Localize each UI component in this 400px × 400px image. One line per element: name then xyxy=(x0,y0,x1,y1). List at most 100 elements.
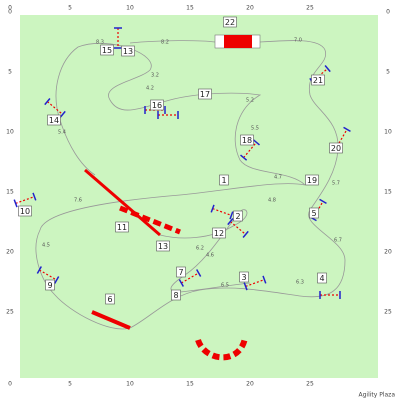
jump xyxy=(44,98,66,118)
y-tick-label: 0 xyxy=(386,9,390,16)
obstacle-number: 4 xyxy=(319,274,324,283)
distance-label: 4.8 xyxy=(268,198,276,204)
obstacle-number: 1 xyxy=(221,176,226,185)
obstacle-number: 2 xyxy=(235,212,240,221)
distance-label: 3.2 xyxy=(151,73,159,79)
y-tick-label: 20 xyxy=(6,249,14,256)
jump xyxy=(13,192,37,208)
x-tick-label: 10 xyxy=(126,5,134,12)
distance-label: 4.5 xyxy=(42,243,50,249)
jump-part xyxy=(324,65,331,73)
obstacle-box xyxy=(18,205,32,217)
jump xyxy=(319,291,341,299)
distance-label: 4.6 xyxy=(206,253,214,259)
obstacle-number: 15 xyxy=(102,46,112,55)
contact xyxy=(91,310,131,330)
obstacle-box xyxy=(150,99,164,111)
obstacle-box xyxy=(176,266,186,278)
distance-label: 6.5 xyxy=(221,283,229,289)
distance-label: 4.2 xyxy=(146,86,154,92)
jump-part xyxy=(262,275,267,284)
jump-part xyxy=(178,279,184,287)
distance-label: 6.3 xyxy=(296,280,304,286)
obstacle-box xyxy=(219,174,229,186)
obstacle-number: 11 xyxy=(117,223,127,232)
y-tick-label: 10 xyxy=(6,129,14,136)
obstacle-number: 17 xyxy=(200,90,210,99)
obstacle-number: 14 xyxy=(49,116,59,125)
distance-label: 7.6 xyxy=(74,198,82,204)
dog-walk xyxy=(119,205,181,235)
jump-part xyxy=(196,269,202,277)
obstacle-number: 19 xyxy=(307,176,317,185)
y-tick-label: 5 xyxy=(8,69,12,76)
obstacle-box xyxy=(311,74,325,86)
jump-part xyxy=(15,196,35,204)
jump-part xyxy=(242,230,249,238)
jump-part xyxy=(229,211,234,220)
obstacle-box xyxy=(233,210,243,222)
obstacle-box xyxy=(198,88,212,100)
jump-part xyxy=(13,199,18,208)
obstacle-box xyxy=(309,207,319,219)
obstacle-number: 16 xyxy=(152,101,162,110)
weave-poles xyxy=(84,168,161,237)
x-tick-label: 25 xyxy=(306,5,314,12)
x-tick-label: 15 xyxy=(186,381,194,388)
jump-part xyxy=(229,221,247,235)
y-tick-label: 10 xyxy=(384,129,392,136)
obstacle-number: 21 xyxy=(313,76,323,85)
y-tick-label: 15 xyxy=(384,189,392,196)
distance-label: 5.7 xyxy=(332,181,340,187)
course-path xyxy=(35,40,346,330)
obstacle-box xyxy=(121,45,135,57)
curved-tunnel xyxy=(195,337,248,361)
obstacle-number: 3 xyxy=(241,273,246,282)
y-tick-label: 25 xyxy=(6,309,14,316)
distance-label: 5.5 xyxy=(251,126,259,132)
obstacle-number: 13 xyxy=(123,47,133,56)
jump-part xyxy=(181,272,199,284)
jump-part xyxy=(54,276,60,284)
distance-label: 8.2 xyxy=(161,40,169,46)
obstacle-box xyxy=(156,240,170,252)
distance-label: 6.7 xyxy=(334,238,342,244)
obstacle-box xyxy=(240,134,254,146)
y-tick-label: 20 xyxy=(384,249,392,256)
jump-part xyxy=(44,98,51,106)
jump xyxy=(210,204,234,220)
obstacle-box xyxy=(115,221,129,233)
jump xyxy=(36,266,60,284)
jump-part xyxy=(245,279,265,287)
jump-part xyxy=(252,139,260,146)
distance-label: 5.2 xyxy=(246,98,254,104)
footer: Agility Plaza xyxy=(358,392,395,399)
obstacle-number: 6 xyxy=(107,295,112,304)
jump xyxy=(157,111,179,119)
x-tick-label: 20 xyxy=(246,381,254,388)
obstacle-box xyxy=(45,279,55,291)
jump xyxy=(114,27,122,49)
x-tick-label: 20 xyxy=(246,5,254,12)
distance-label: 4.7 xyxy=(274,175,282,181)
obstacle-box xyxy=(171,289,181,301)
distance-label: 5.4 xyxy=(58,130,66,136)
obstacle-number: 5 xyxy=(311,209,316,218)
obstacle-number: 13 xyxy=(158,242,168,251)
distance-label: 7.0 xyxy=(294,38,302,44)
distance-label: 6.2 xyxy=(196,246,204,252)
jump-part xyxy=(336,129,348,147)
jump-part xyxy=(32,192,37,201)
obstacle-number: 12 xyxy=(214,229,224,238)
jump-part xyxy=(39,269,57,281)
obstacle-number: 9 xyxy=(47,281,52,290)
y-tick-label: 5 xyxy=(386,69,390,76)
jump-part xyxy=(243,282,248,291)
y-tick-label: 25 xyxy=(384,309,392,316)
x-tick-label: 5 xyxy=(68,5,72,12)
jump xyxy=(227,218,249,238)
obstacle-box xyxy=(105,293,115,305)
obstacle-box xyxy=(223,16,237,28)
x-tick-label: 5 xyxy=(68,381,72,388)
obstacle-box xyxy=(239,271,249,283)
